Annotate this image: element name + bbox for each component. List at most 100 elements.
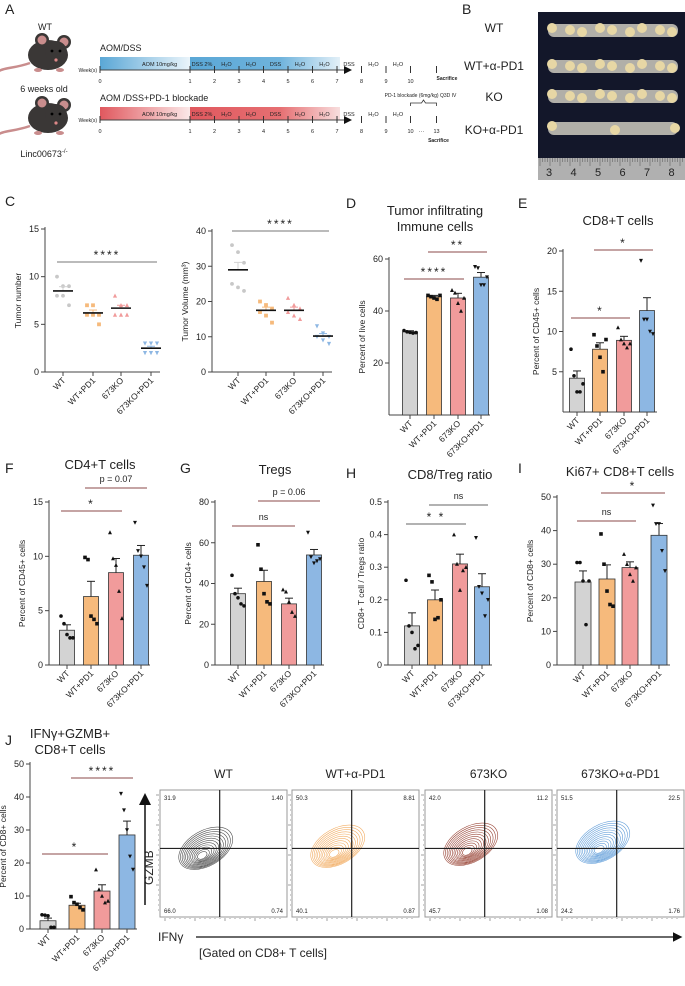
data-point: [578, 560, 582, 565]
data-point: [111, 556, 115, 561]
data-point: [284, 589, 288, 594]
y-tick-label: 40: [14, 792, 24, 802]
data-point: [97, 312, 101, 317]
protocol-timeline-1: AOM/DSS AOM 10mg/kg Week(s)0 1 2 3 4 5 6 7 8 9 10 DSS…: [78, 43, 457, 85]
bar: [450, 297, 466, 416]
contour-line: [582, 829, 621, 861]
quadrant-ll-value: 66.0: [164, 909, 176, 915]
significance-label: *: [630, 479, 637, 493]
week-tick: 9: [384, 129, 387, 135]
y-tick-label: 30: [196, 261, 206, 271]
data-point: [230, 573, 234, 578]
data-point: [293, 613, 297, 618]
y-tick-label: 20: [547, 246, 557, 256]
panel-letter-h: H: [346, 465, 356, 481]
data-point: [660, 548, 664, 553]
data-point: [230, 243, 234, 248]
contour-line: [590, 840, 609, 856]
data-point: [230, 281, 234, 286]
significance-label: ns: [454, 491, 464, 501]
panel-letter-g: G: [180, 460, 191, 476]
data-point: [462, 295, 466, 300]
panel-letters: A B C D E F G H I J: [5, 1, 527, 748]
photo-label: WT+α-PD1: [464, 59, 524, 73]
data-point: [117, 588, 121, 593]
week-ellipsis: ···: [419, 129, 425, 135]
quadrant-lr-value: 1.76: [668, 909, 680, 915]
data-point: [106, 898, 110, 903]
contour-line: [587, 836, 614, 858]
data-point: [297, 306, 303, 311]
data-point: [426, 293, 430, 298]
y-tick-label: 10: [547, 327, 557, 337]
week-tick: 8: [360, 129, 363, 135]
x-category-label: 673KO: [100, 375, 126, 401]
panel-letter-f: F: [5, 460, 14, 476]
colon-specimen: [547, 89, 678, 103]
panel-letter-e: E: [518, 195, 527, 211]
y-tick-label: 10: [33, 551, 43, 561]
data-point: [233, 591, 237, 596]
y-tick-label: 0: [377, 660, 382, 670]
y-tick-label: 30: [14, 825, 24, 835]
sacrifice-label: Sacrifice: [428, 138, 449, 144]
x-category-label: WT: [55, 668, 71, 684]
chart-f: CD4+T cells 0 5 10 15 Percent of CD45+ cells W…: [17, 457, 150, 709]
mouse-icon-ko: [0, 96, 71, 135]
y-axis-label: Percent of CD8+ cells: [525, 540, 535, 622]
data-point: [236, 250, 240, 255]
data-point: [154, 351, 160, 356]
aom-label: AOM 10mg/kg: [142, 62, 177, 68]
y-tick-label: 0.2: [369, 595, 382, 605]
chart-g: Tregs 0 20 40 60 80 Percent of CD4+ cells WTWT+…: [183, 462, 324, 709]
significance-label: ****: [267, 217, 294, 231]
week-tick: 5: [286, 129, 289, 135]
data-point: [485, 275, 489, 280]
segment-label: DSS 2%: [192, 62, 213, 68]
segment-label: DSS: [343, 112, 355, 118]
contour-line: [446, 827, 494, 864]
mouse-icon-wt: [0, 33, 71, 72]
x-category-label: WT: [400, 668, 416, 684]
data-point: [474, 536, 478, 541]
data-point: [119, 791, 123, 796]
data-point: [622, 341, 626, 346]
data-point: [663, 569, 667, 574]
photo-label: KO: [485, 90, 502, 104]
data-point: [65, 632, 69, 637]
group-wt-plus-pd1: WT+PD1: [64, 555, 99, 700]
plot-frame: [556, 789, 685, 918]
segment-label: H₂O: [295, 62, 306, 68]
x-category-label: WT+PD1: [66, 375, 98, 407]
segment-label: H₂O: [246, 112, 257, 118]
bar: [402, 331, 418, 416]
data-point: [139, 554, 143, 559]
chart-title: IFNγ+GZMB+: [30, 726, 110, 741]
data-point: [309, 555, 313, 560]
colon-specimen: [547, 59, 678, 73]
contour-line: [445, 825, 496, 865]
data-point: [71, 636, 75, 640]
data-point: [256, 542, 260, 547]
week-tick: 7: [335, 79, 338, 85]
data-point: [136, 549, 140, 554]
data-point: [69, 894, 73, 899]
plot-frame: [424, 789, 553, 918]
data-point: [92, 617, 96, 622]
bar: [306, 554, 322, 666]
data-point: [52, 925, 56, 930]
contour-line: [577, 823, 628, 863]
ruler-label: 8: [668, 167, 674, 179]
data-point: [608, 602, 612, 607]
contour-line: [322, 840, 349, 862]
quadrant-lr-value: 1.08: [536, 909, 548, 915]
quadrant-ur-value: 1.40: [271, 796, 283, 802]
y-tick-label: 30: [541, 559, 551, 569]
y-tick-label: 20: [14, 858, 24, 868]
data-point: [291, 313, 297, 318]
contour-line: [312, 827, 363, 867]
y-tick-label: 60: [373, 254, 383, 264]
x-category-label: WT: [36, 932, 52, 948]
data-point: [648, 329, 652, 334]
